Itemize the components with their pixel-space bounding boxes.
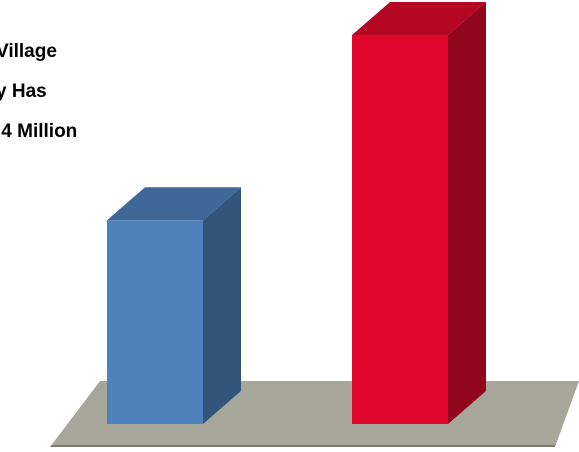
caption-line-2: y Has — [0, 81, 47, 102]
bar-1-front — [107, 220, 203, 424]
bar-2-top — [352, 2, 486, 35]
bar-2-side — [448, 2, 486, 424]
chart-caption: Village y Has .4 Million — [0, 32, 77, 152]
bar-1 — [107, 187, 241, 424]
bar-2-front — [352, 35, 448, 424]
bar-2 — [352, 2, 486, 424]
caption-line-3: .4 Million — [0, 121, 78, 142]
bar-1-top — [107, 187, 241, 221]
caption-line-1: Village — [0, 41, 57, 62]
bar-1-side — [203, 187, 241, 424]
bars-group — [107, 2, 486, 424]
